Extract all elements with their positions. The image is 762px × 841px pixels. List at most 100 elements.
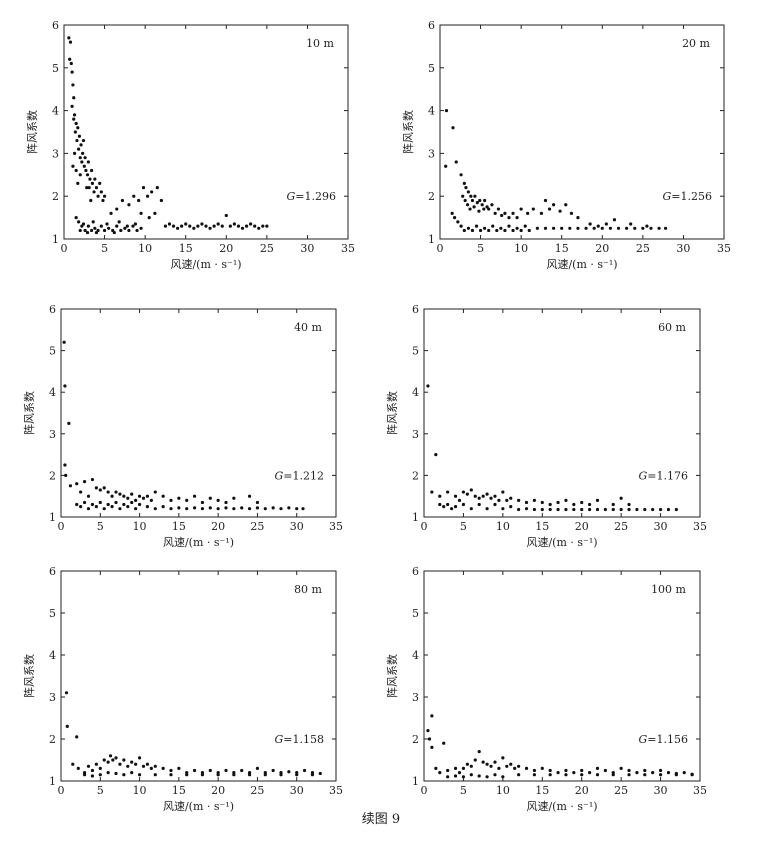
data-point: [509, 762, 513, 766]
data-point: [643, 773, 647, 777]
data-point: [137, 198, 141, 203]
y-tick-label: 5: [52, 62, 59, 75]
data-point: [463, 198, 467, 203]
data-point: [192, 494, 197, 498]
data-point: [480, 203, 484, 207]
data-point: [649, 226, 653, 230]
data-point: [489, 496, 493, 500]
y-tick-label: 5: [412, 607, 419, 620]
data-point: [89, 228, 94, 233]
data-point: [247, 494, 252, 498]
data-point: [70, 70, 74, 74]
data-point: [80, 160, 84, 164]
data-point: [145, 194, 150, 198]
data-point: [629, 222, 633, 226]
data-point: [130, 771, 134, 775]
y-tick-label: 5: [49, 607, 56, 620]
data-point: [658, 507, 663, 512]
data-point: [196, 224, 200, 228]
data-point: [79, 143, 83, 147]
data-point: [79, 490, 83, 494]
y-tick-label: 1: [49, 775, 56, 788]
data-point: [666, 507, 671, 512]
data-point: [690, 773, 694, 777]
data-point: [438, 494, 442, 498]
chart-panel: 0 5 10 15 20 25 30 35 1 2 3 4 5 6 风速/(m · s⁻¹) 阵风系数 60 m…: [385, 303, 707, 549]
data-point: [588, 771, 592, 775]
data-point: [127, 228, 131, 233]
x-tick-label: 0: [421, 520, 428, 533]
data-point: [287, 506, 291, 510]
y-tick-label: 3: [412, 428, 419, 441]
gust-factor-annotation: G=1.256: [662, 190, 712, 203]
data-point: [627, 502, 631, 507]
data-point: [569, 211, 574, 215]
data-point: [78, 156, 82, 160]
data-point: [532, 507, 537, 512]
data-point: [212, 224, 216, 228]
data-point: [580, 768, 584, 773]
data-point: [169, 768, 173, 773]
y-tick-label: 1: [52, 233, 59, 246]
data-point: [469, 488, 473, 492]
data-point: [560, 226, 564, 230]
data-point: [90, 774, 95, 778]
data-point: [125, 224, 129, 228]
data-point: [612, 218, 617, 222]
data-point: [478, 228, 483, 233]
x-tick-label: 30: [676, 242, 690, 255]
data-point: [666, 771, 671, 775]
data-point: [177, 496, 181, 500]
data-point: [122, 494, 126, 498]
data-point: [85, 230, 90, 235]
data-point: [108, 754, 113, 758]
y-tick-label: 1: [412, 511, 419, 524]
plot-frame: [439, 24, 725, 240]
data-point: [457, 498, 462, 502]
data-point: [82, 773, 87, 777]
data-point: [137, 756, 142, 760]
data-point: [627, 768, 631, 773]
data-point: [478, 198, 482, 203]
data-point: [75, 138, 79, 143]
data-point: [287, 770, 291, 774]
data-point: [77, 134, 82, 138]
data-point: [169, 507, 173, 511]
data-point: [102, 486, 106, 490]
x-tick-label: 25: [614, 520, 628, 533]
data-point: [543, 198, 548, 203]
data-point: [517, 764, 521, 768]
data-point: [161, 766, 165, 771]
data-point: [99, 224, 103, 228]
data-point: [438, 502, 442, 507]
data-point: [188, 224, 192, 228]
data-point: [208, 226, 212, 230]
x-tick-label: 0: [61, 242, 68, 255]
y-axis-label: 阵风系数: [22, 391, 36, 435]
data-point: [119, 228, 123, 233]
data-point: [185, 773, 189, 777]
data-point: [110, 505, 114, 509]
data-point: [501, 775, 505, 779]
data-point: [145, 494, 150, 498]
data-point: [503, 228, 507, 233]
y-tick-label: 6: [428, 19, 435, 32]
data-point: [101, 198, 105, 203]
x-tick-label: 30: [654, 784, 668, 797]
data-point: [532, 773, 537, 777]
data-point: [658, 768, 663, 773]
x-tick-label: 15: [535, 520, 549, 533]
data-point: [493, 211, 497, 215]
y-tick-label: 2: [49, 469, 56, 482]
data-point: [249, 222, 253, 226]
x-tick-label: 35: [717, 242, 731, 255]
data-point: [434, 453, 438, 457]
data-point: [493, 773, 497, 777]
data-point: [224, 768, 228, 773]
data-point: [98, 181, 102, 185]
x-tick-label: 30: [300, 242, 314, 255]
data-point: [489, 764, 493, 768]
data-point: [515, 216, 519, 220]
data-point: [93, 177, 97, 181]
y-tick-label: 1: [412, 775, 419, 788]
